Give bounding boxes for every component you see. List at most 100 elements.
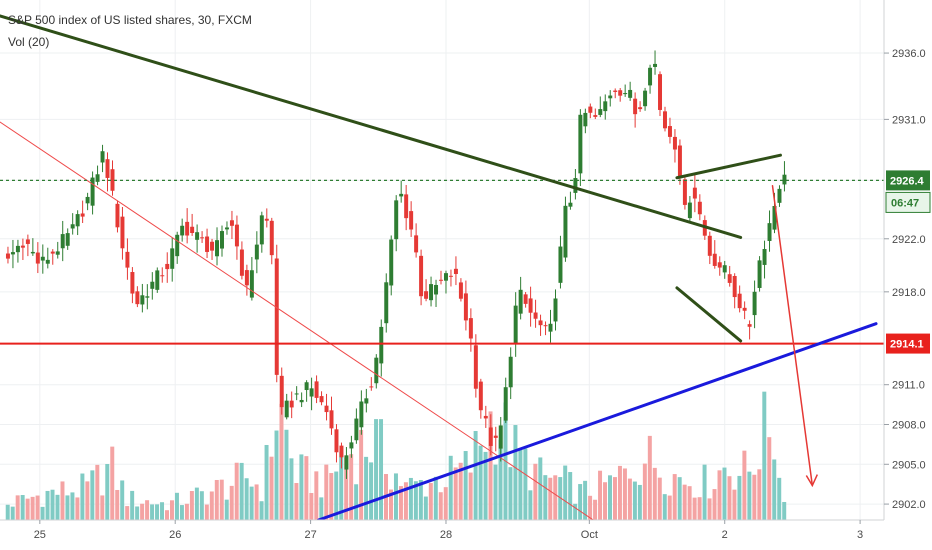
candle-body [70, 224, 75, 229]
volume-bar [677, 477, 682, 520]
candle-body [60, 234, 65, 249]
candle-body [608, 95, 613, 99]
volume-bar [772, 459, 777, 520]
candle-body [782, 174, 787, 185]
candle-body [518, 289, 523, 314]
wedge-upper-line [675, 153, 782, 180]
candle-body [145, 296, 150, 298]
candle-timer-text: 06:47 [891, 197, 919, 209]
volume-bar [393, 473, 398, 520]
volume-bar [443, 487, 448, 520]
candle-body [767, 223, 772, 241]
volume-bar [692, 497, 697, 520]
volume-bar [369, 462, 374, 520]
support-trendline [317, 322, 878, 522]
volume-bar [329, 473, 334, 520]
current-price-badge-text: 2926.4 [890, 175, 925, 187]
candle-body [304, 382, 309, 391]
candle-body [309, 388, 314, 397]
volume-bar [344, 457, 349, 520]
volume-bar [428, 483, 433, 520]
candle-body [210, 241, 215, 251]
candle-body [75, 214, 80, 227]
candle-body [155, 270, 160, 290]
red-arrow-head [805, 474, 819, 488]
volume-bar [682, 484, 687, 520]
volume-bar [533, 463, 538, 520]
volume-bar [543, 475, 548, 520]
volume-bar [478, 445, 483, 520]
candle-body [319, 396, 324, 403]
current-price-badge [886, 170, 930, 191]
x-tick-label: 2 [722, 529, 728, 541]
volume-bar [752, 474, 757, 520]
candle-body [399, 193, 404, 197]
candle-body [190, 226, 195, 234]
volume-bar [388, 489, 393, 520]
volume-bar [174, 492, 179, 520]
level-price-badge-text: 2914.1 [890, 339, 924, 351]
candle-body [374, 357, 379, 384]
candle-body [563, 205, 568, 258]
candle-body [409, 211, 414, 230]
candle-body [215, 240, 220, 257]
volume-bar [433, 476, 438, 520]
candle-body [672, 136, 677, 150]
volume-bar [85, 481, 90, 520]
volume-bar [593, 499, 598, 520]
volume-bar [498, 439, 503, 520]
volume-bar [70, 492, 75, 520]
candle-body [498, 425, 503, 449]
volume-bar [359, 429, 364, 520]
volume-bar [588, 495, 593, 520]
y-tick-label: 2918.0 [892, 287, 926, 299]
volume-bar [60, 481, 65, 520]
level-price-badge [886, 333, 930, 354]
candle-body [224, 227, 229, 230]
candle-body [329, 410, 334, 429]
candle-body [244, 270, 249, 286]
volume-bar [50, 489, 55, 520]
candle-body [195, 232, 200, 240]
candle-body [682, 179, 687, 205]
volume-bar [573, 503, 578, 520]
y-tick-label: 2905.0 [892, 459, 926, 471]
candle-body [25, 239, 30, 244]
candle-body [543, 325, 548, 327]
volume-bar [732, 489, 737, 520]
candle-body [697, 201, 702, 215]
volume-bar [269, 456, 274, 520]
volume-bar [314, 471, 319, 520]
candle-body [205, 236, 210, 252]
volume-bar [672, 474, 677, 520]
volume-bar [15, 495, 20, 520]
thin-red-trendline [0, 121, 598, 524]
volume-bar [717, 470, 722, 520]
candle-body [414, 235, 419, 253]
volume-bar [523, 448, 528, 520]
candle-body [712, 253, 717, 266]
candle-body [648, 67, 653, 86]
candle-body [468, 318, 473, 339]
volume-bar [538, 457, 543, 520]
volume-bar [747, 471, 752, 520]
candle-body [757, 260, 762, 288]
wedge-lower-line [675, 286, 743, 343]
candle-body [583, 112, 588, 127]
volume-bar [438, 492, 443, 520]
candle-body [15, 245, 20, 253]
candle-body [30, 251, 35, 254]
candle-body [220, 231, 224, 249]
y-tick-label: 2908.0 [892, 419, 926, 431]
candle-body [613, 90, 618, 92]
candle-body [528, 298, 533, 313]
volume-bar [140, 503, 145, 520]
volume-bar [379, 419, 384, 520]
volume-bar [274, 430, 279, 520]
candle-body [434, 284, 439, 295]
volume-bar [105, 464, 110, 520]
candle-body [110, 169, 115, 191]
volume-bar [304, 456, 309, 520]
